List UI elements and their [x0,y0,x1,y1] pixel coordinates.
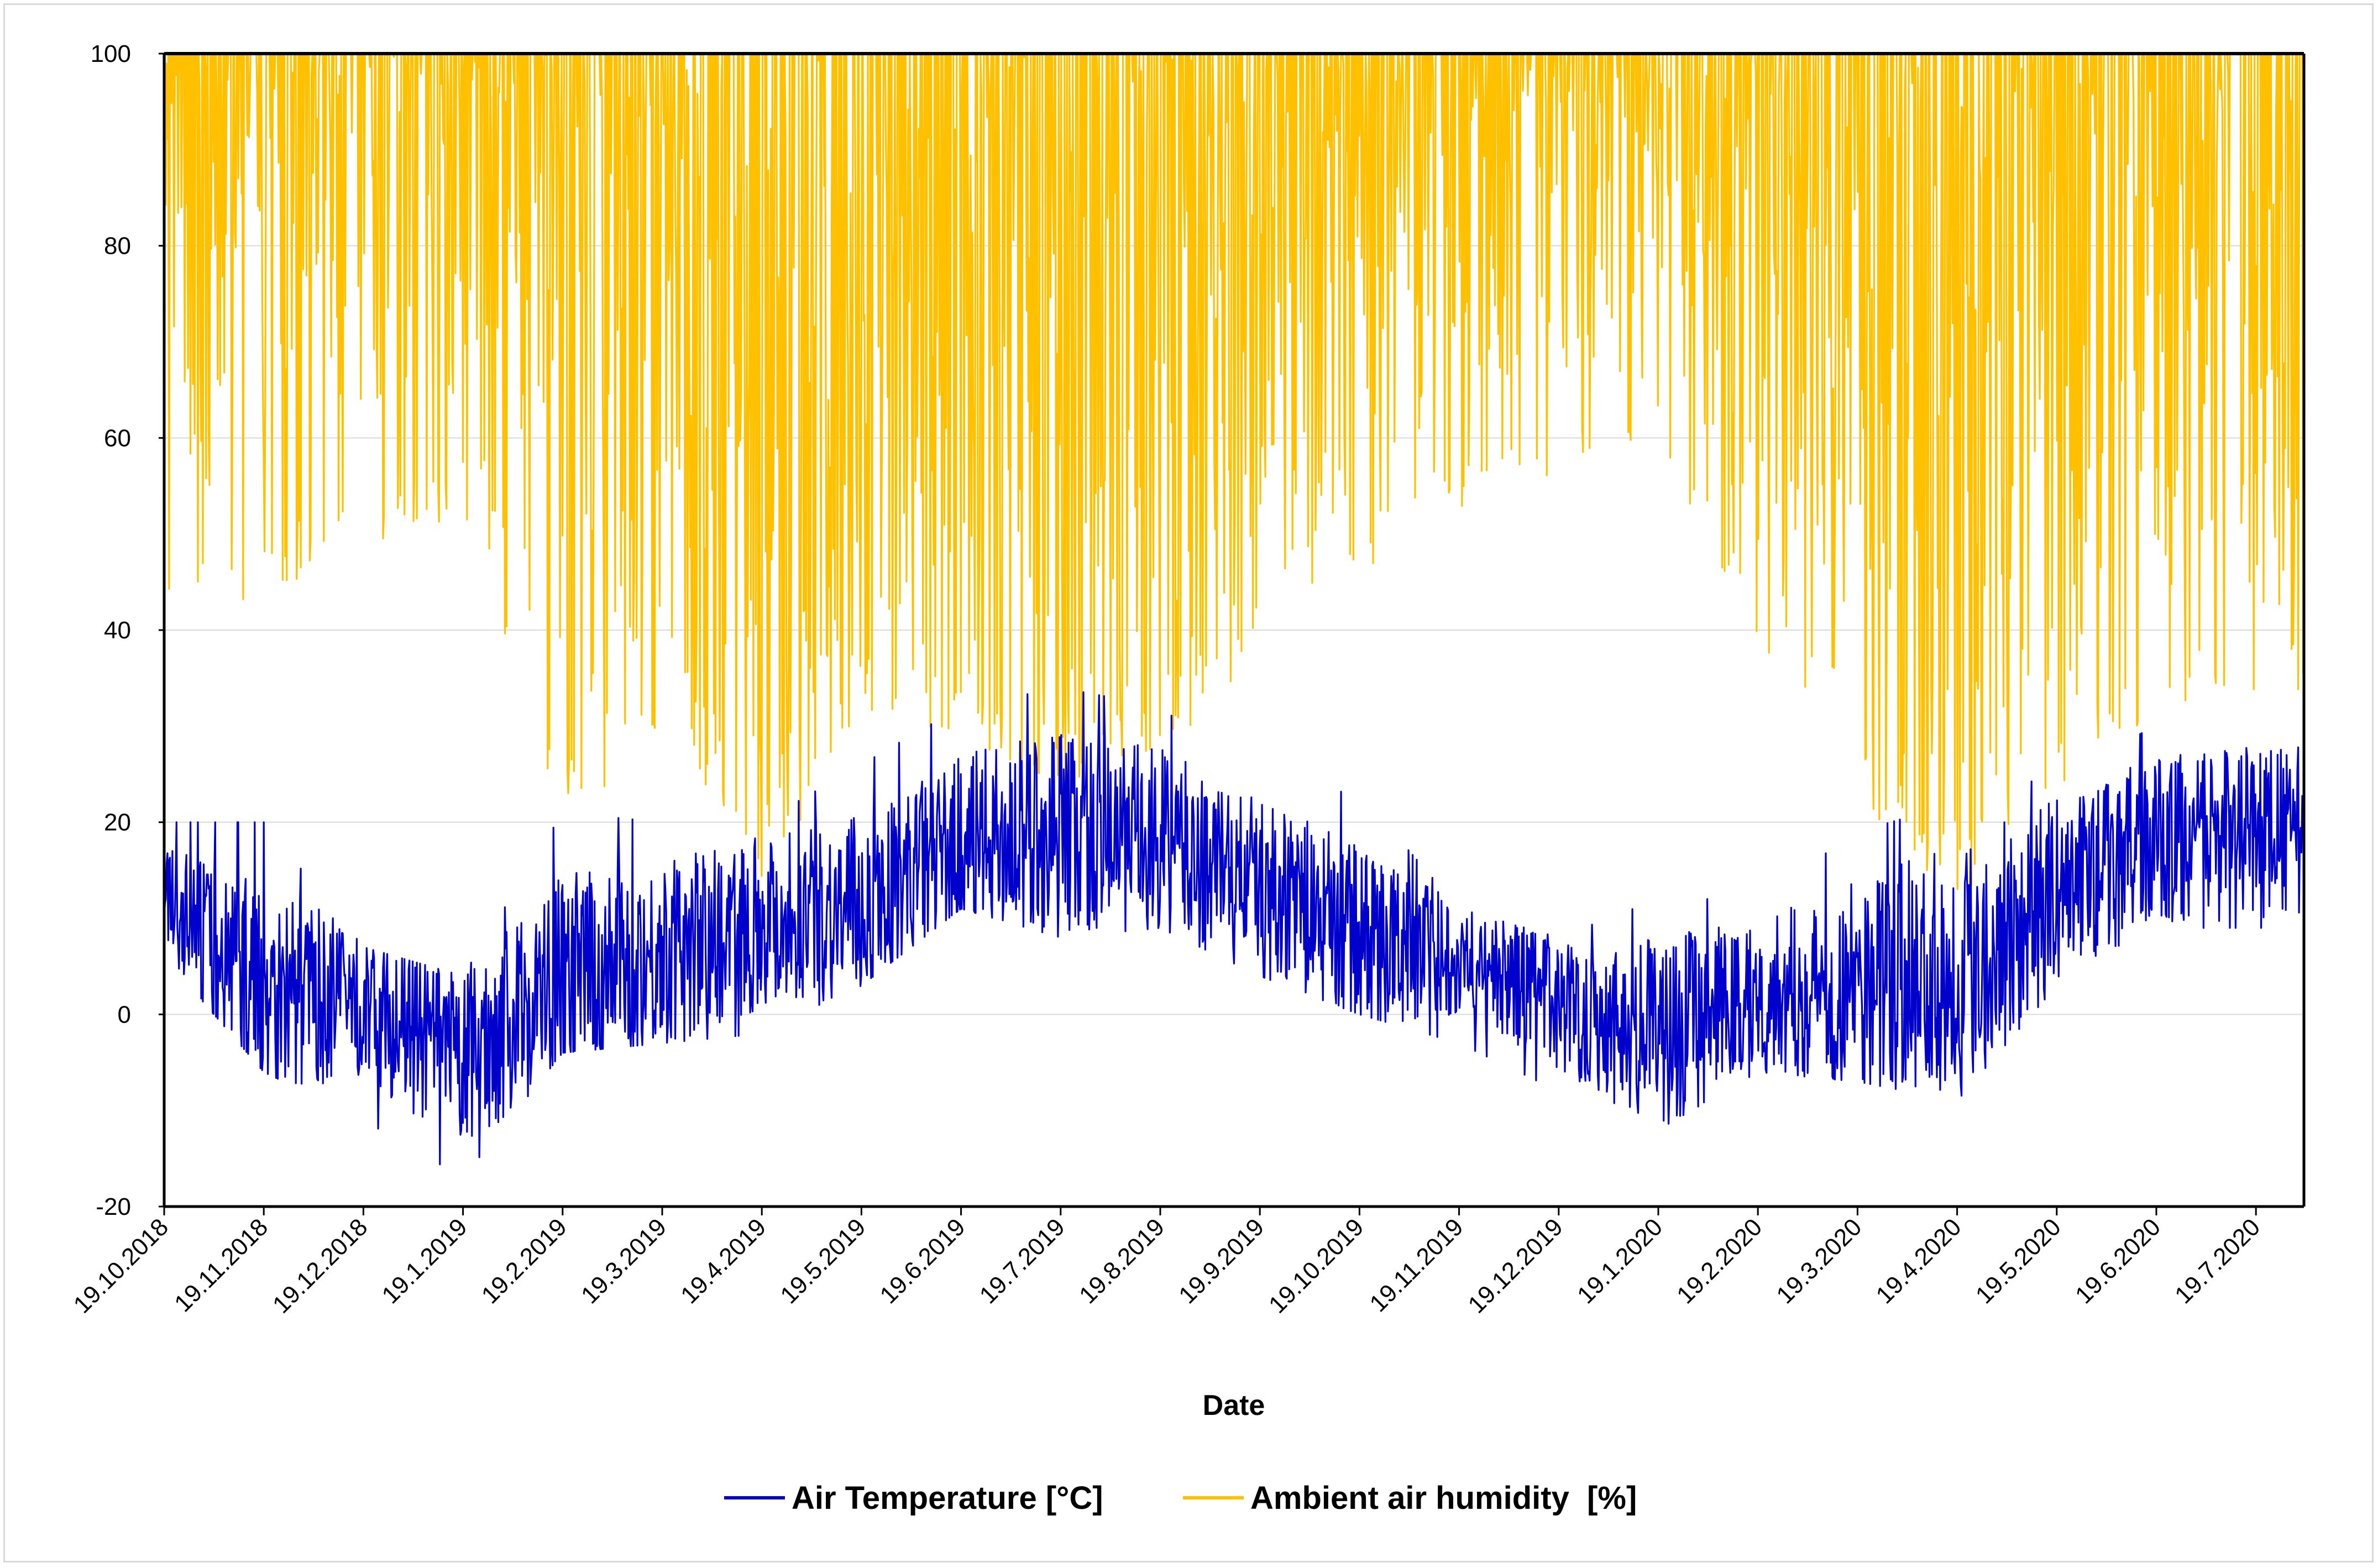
legend: Air Temperature [°C] Ambient air humidit… [724,1480,1637,1516]
y-tick-label-100: 100 [91,40,131,67]
y-tick-label--20: -20 [96,1193,131,1220]
x-tick-label: 19.3.2019 [576,1213,672,1309]
x-tick-label: 19.8.2019 [1074,1213,1170,1309]
x-tick-label: 19.10.2019 [1264,1213,1369,1318]
x-tick-label: 19.7.2019 [975,1213,1070,1309]
series-line-air-temperature [163,691,2305,1166]
legend-label-ambient-air-humidity: Ambient air humidity [%] [1250,1480,1637,1516]
x-tick-label: 19.10.2018 [69,1213,174,1318]
x-tick-label: 19.6.2020 [2070,1213,2166,1309]
y-tick-label-0: 0 [118,1001,131,1028]
x-tick-label: 19.2.2019 [476,1213,572,1309]
x-tick-label: 19.11.2019 [1365,1213,1469,1317]
x-tick-label: 19.5.2020 [1971,1213,2066,1309]
y-tick-label-20: 20 [104,809,131,836]
x-tick-label: 19.4.2020 [1871,1213,1967,1309]
y-tick-label-40: 40 [104,617,131,644]
y-tick-labels: -20 0 20 40 60 80 100 [91,40,164,1220]
x-tick-label: 19.6.2019 [875,1213,971,1309]
x-tick-label: 19.7.2020 [2170,1213,2265,1309]
legend-label-air-temperature: Air Temperature [°C] [792,1480,1103,1516]
x-tick-label: 19.1.2019 [377,1213,473,1309]
x-tick-label: 19.11.2018 [169,1213,273,1317]
x-tick-label: 19.1.2020 [1572,1213,1668,1309]
x-tick-label: 19.12.2018 [268,1213,373,1318]
x-tick-label: 19.5.2019 [775,1213,871,1309]
series-layer [163,53,2305,1166]
y-tick-label-80: 80 [104,233,131,260]
x-tick-label: 19.2.2020 [1672,1213,1767,1309]
x-tick-label: 19.4.2019 [675,1213,771,1309]
y-tick-label-60: 60 [104,424,131,452]
x-tick-label: 19.12.2019 [1463,1213,1568,1318]
x-axis-title: Date [1203,1389,1265,1422]
x-tick-label: 19.3.2020 [1771,1213,1867,1309]
x-tick-label: 19.9.2019 [1174,1213,1269,1309]
series-line-ambient-air-humidity [164,53,2305,890]
